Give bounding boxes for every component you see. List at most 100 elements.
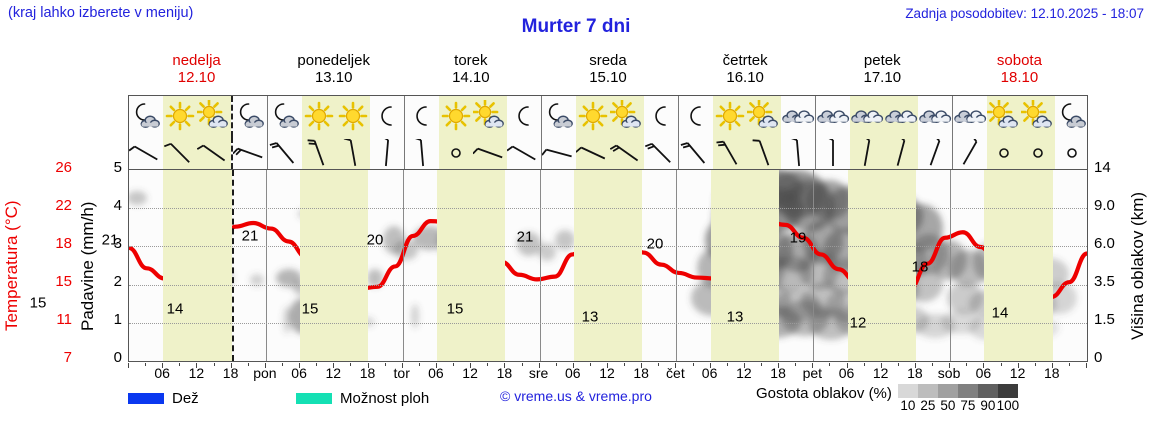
x-tick-mark — [829, 363, 831, 366]
temperature-value-label: 15 — [446, 300, 464, 318]
x-tick-mark — [145, 363, 147, 366]
x-tick-mark — [1068, 363, 1070, 366]
moon-icon — [644, 96, 678, 137]
cloud-density-swatch — [977, 384, 998, 398]
gridline — [129, 208, 1087, 210]
daylight-band — [573, 170, 643, 361]
temperature-value-label: 21 — [101, 231, 119, 249]
x-tick-mark — [572, 363, 574, 368]
day-name: sobota — [996, 52, 1042, 69]
x-tick-mark — [418, 363, 420, 366]
x-tick-mark — [213, 363, 215, 366]
x-tick-mark — [282, 363, 283, 366]
day-header-3: sreda 15.10 — [539, 52, 676, 90]
temperature-value-label: 19 — [789, 229, 807, 247]
temperature-value-label: 20 — [646, 235, 664, 253]
temperature-value-label: 13 — [726, 308, 744, 326]
wind-barb-row — [128, 137, 1088, 169]
moon-icon — [678, 96, 713, 137]
day-headers: nedelja 12.10 ponedeljek 13.10 torek 14.10 sre… — [128, 52, 1088, 90]
cloud-icon — [781, 96, 815, 137]
x-tick-label: 12 — [1009, 365, 1026, 381]
temperature-axis-ticks: 26 22 18 15 11 7 — [36, 159, 72, 366]
x-tick-label: 12 — [599, 365, 615, 381]
sun-cloud-icon — [197, 96, 231, 137]
cloud-height-axis-title: Višina oblakov (km) — [1128, 191, 1147, 341]
axis-tick-label: 1.5 — [1094, 311, 1115, 328]
axis-tick-label: 26 — [55, 159, 72, 176]
x-tick-mark — [863, 363, 865, 366]
x-tick-label: 18 — [1044, 365, 1060, 381]
sun-icon — [576, 96, 610, 137]
wind-barb — [267, 137, 302, 169]
day-separator — [539, 170, 541, 361]
wind-barb — [197, 137, 231, 169]
gridline — [129, 284, 1087, 286]
day-header-0: nedelja 12.10 — [128, 52, 265, 90]
x-tick-label: 06 — [838, 365, 855, 381]
gridline — [129, 246, 1087, 248]
x-tick-label: 18 — [222, 365, 239, 381]
day-name: četrtek — [722, 52, 768, 69]
x-tick-label: 18 — [907, 365, 923, 381]
temperature-value-label: 20 — [366, 231, 384, 249]
x-tick-mark — [230, 363, 232, 368]
axis-tick-label: 0 — [1094, 349, 1103, 366]
x-tick-mark — [247, 363, 249, 366]
cloud-density-swatch — [997, 384, 1018, 398]
current-time-line — [231, 170, 234, 361]
chart-legend: Dež Možnost ploh © vreme.us & vreme.pro … — [128, 384, 1152, 426]
wind-barb — [850, 137, 884, 169]
wind-barb — [439, 137, 473, 169]
x-tick-mark — [795, 363, 797, 366]
sun-icon — [439, 96, 473, 137]
axis-tick-label: 5 — [113, 159, 122, 176]
moon-cloud-icon — [129, 96, 163, 137]
day-name: torek — [454, 52, 488, 69]
day-header-2: torek 14.10 — [402, 52, 539, 90]
x-tick-mark — [726, 363, 728, 366]
x-tick-label: 06 — [428, 365, 444, 381]
temperature-value-label: 21 — [241, 227, 259, 245]
day-separator — [402, 170, 404, 361]
wind-barb — [918, 137, 952, 169]
day-date: 12.10 — [177, 69, 216, 87]
copyright-link[interactable]: © vreme.us & vreme.pro — [500, 388, 652, 404]
x-tick-label: 06 — [154, 365, 170, 381]
x-tick-mark — [299, 363, 301, 368]
moon-icon — [404, 96, 439, 137]
axis-tick-label: 0 — [113, 349, 122, 366]
sun-cloud-icon — [987, 96, 1021, 137]
cloud-density-ramp-labels: 10 25 50 75 90 100 — [898, 398, 1019, 414]
x-tick-mark — [453, 363, 454, 366]
x-tick-mark — [504, 363, 506, 368]
day-date: 14.10 — [452, 69, 490, 87]
location-menu-note[interactable]: (kraj lahko izberete v meniju) — [8, 5, 194, 21]
x-tick-label: 12 — [188, 365, 205, 381]
temperature-value-label: 21 — [516, 228, 534, 246]
x-tick-mark — [897, 363, 899, 366]
wind-barb — [302, 137, 336, 169]
x-tick-mark — [658, 363, 660, 366]
wind-barb — [1055, 137, 1087, 169]
day-name: ponedeljek — [297, 52, 370, 69]
x-tick-mark — [641, 363, 643, 368]
cloud-icon — [815, 96, 850, 137]
cloud-density-swatch — [937, 384, 958, 398]
x-tick-label: čet — [666, 365, 685, 381]
x-tick-label: sob — [937, 365, 961, 381]
wind-barb — [644, 137, 678, 169]
wind-barb — [884, 137, 918, 169]
axis-tick-label: 3 — [113, 235, 122, 252]
cloud-density-swatch — [897, 384, 918, 398]
gridline — [129, 322, 1087, 324]
daylight-band — [984, 170, 1053, 361]
x-tick-mark — [949, 363, 951, 368]
sun-icon — [713, 96, 747, 137]
wind-barb — [781, 137, 815, 169]
x-tick-label: 06 — [975, 365, 992, 381]
x-tick-mark — [778, 363, 780, 368]
x-tick-mark — [1017, 363, 1019, 368]
moon-cloud-icon — [1055, 96, 1087, 137]
